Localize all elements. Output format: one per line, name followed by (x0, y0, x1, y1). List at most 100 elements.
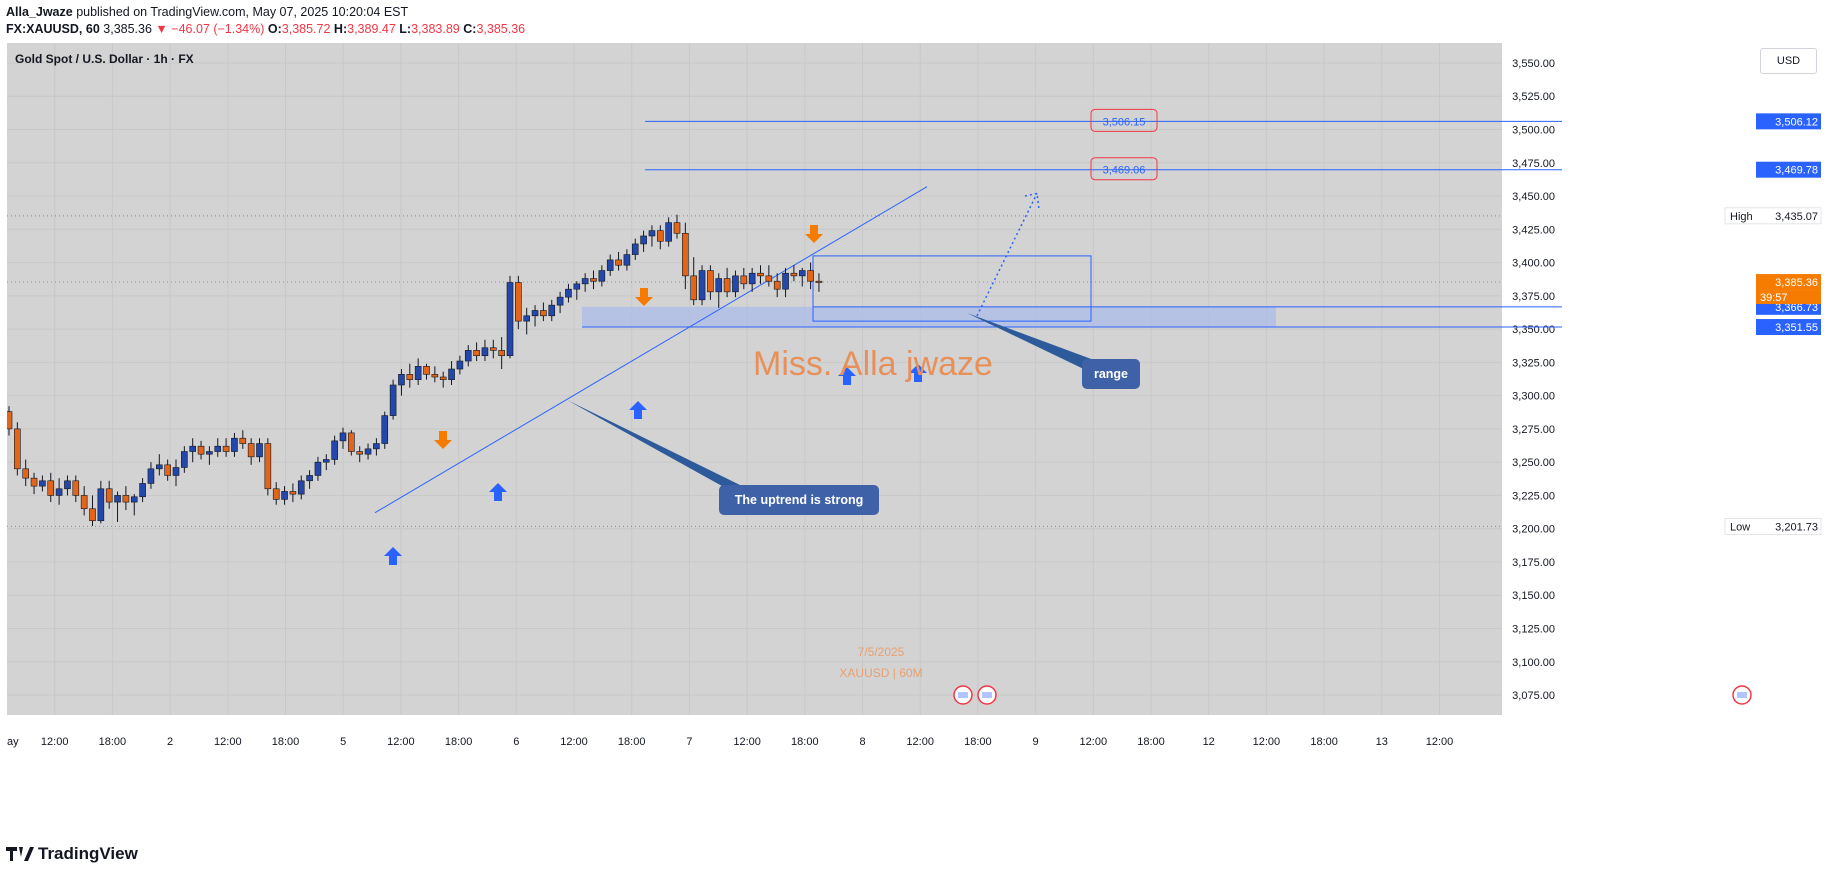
candle-body (523, 315, 531, 322)
arrow-down-icon (434, 431, 452, 449)
low-tag-box (1724, 518, 1822, 535)
candle-body (297, 480, 305, 495)
candle-body (606, 259, 614, 271)
candle-body (615, 259, 622, 266)
candle-body (256, 443, 263, 458)
author-name[interactable]: Alla_Jwaze (6, 5, 73, 19)
x-tick-label: 12:00 (1426, 736, 1454, 748)
tradingview-logo[interactable]: TradingView (6, 844, 138, 864)
candle-body (306, 475, 313, 482)
open-label: O: (267, 22, 282, 36)
candle-body (331, 440, 338, 460)
candle-body (590, 278, 597, 282)
level-label: 3,506.15 (1103, 116, 1146, 128)
y-tick-label: 3,350.00 (1512, 324, 1555, 336)
x-tick-label: 12:00 (387, 736, 415, 748)
candle-body (105, 488, 113, 503)
level-price-tag: 3,506.12 (1775, 116, 1818, 128)
high-label: H: (333, 22, 348, 36)
candle-body (498, 350, 505, 357)
y-tick-label: 3,175.00 (1512, 557, 1555, 569)
published-text: published on TradingView.com, May 07, 20… (76, 5, 409, 19)
candle-body (565, 288, 572, 298)
level-label-box (1090, 157, 1158, 181)
candle-body (348, 432, 355, 452)
y-tick-label: 3,075.00 (1512, 690, 1555, 702)
x-tick-label: ay (7, 736, 19, 748)
x-tick-label: 18:00 (1137, 736, 1165, 748)
candle-body (648, 230, 656, 237)
candle-body (122, 495, 130, 503)
x-tick-label: 2 (167, 736, 173, 748)
arrow-up-icon (909, 364, 927, 382)
candle-body (598, 270, 606, 282)
x-tick-label: 18:00 (445, 736, 473, 748)
level-price-tag-box (1756, 113, 1821, 130)
candle-body (356, 451, 364, 455)
high-tag-label: High (1730, 211, 1753, 223)
y-tick-label: 3,100.00 (1512, 657, 1555, 669)
publish-line: Alla_Jwaze published on TradingView.com,… (6, 4, 525, 21)
arrow-up-icon (384, 547, 402, 565)
candle-body (790, 272, 798, 277)
x-tick-label: 12:00 (733, 736, 761, 748)
y-tick-label: 3,325.00 (1512, 357, 1555, 369)
candle-body (707, 270, 714, 293)
x-tick-label: 12:00 (1080, 736, 1108, 748)
y-tick-label: 3,550.00 (1512, 58, 1555, 70)
candle-body (130, 496, 138, 503)
level-price-tag-box (1756, 161, 1821, 178)
arrow-up-icon (838, 367, 856, 385)
candle-body (431, 374, 439, 378)
x-tick-label: 6 (513, 736, 519, 748)
candle-body (139, 483, 146, 498)
candle-body (7, 411, 13, 430)
candle-body (715, 278, 723, 293)
candle-body (39, 480, 46, 487)
watermark-date: 7/5/2025 (858, 645, 905, 659)
candle-body (47, 480, 55, 496)
low-value: 3,383.89 (411, 22, 460, 36)
arrow-down-icon (805, 225, 823, 243)
candle-body (515, 282, 522, 322)
y-tick-label: 3,375.00 (1512, 291, 1555, 303)
candle-body (807, 270, 814, 282)
candle-body (339, 432, 347, 442)
candle-body (673, 222, 681, 234)
candle-body (64, 480, 71, 490)
price-chart[interactable]: 3,075.00 3,100.00 3,125.00 3,150.00 3,175.00… (7, 43, 1829, 838)
x-tick-label: 18:00 (272, 736, 300, 748)
currency-selector[interactable]: USD (1760, 48, 1817, 74)
candle-body (506, 282, 514, 357)
uptrend-callout-box (719, 485, 879, 515)
candle-body (289, 491, 297, 495)
candle-body (640, 235, 647, 245)
candle-body (189, 445, 196, 452)
uptrend-callout-pointer (567, 400, 742, 486)
candle-body (22, 468, 29, 479)
candle-body (439, 376, 447, 380)
x-tick-label: 18:00 (791, 736, 819, 748)
y-tick-label: 3,200.00 (1512, 524, 1555, 536)
support-zone (582, 306, 1276, 328)
chart-area[interactable]: 3,075.00 3,100.00 3,125.00 3,150.00 3,175.00… (7, 43, 1829, 838)
candle-body (72, 480, 80, 496)
high-tag-box (1724, 207, 1822, 225)
y-tick-label: 3,400.00 (1512, 258, 1555, 270)
candle-body (556, 296, 564, 306)
candle-body (540, 310, 547, 317)
arrow-up-icon (629, 401, 647, 419)
candle-body (815, 280, 823, 283)
x-tick-label: 7 (686, 736, 692, 748)
candle-body (757, 272, 764, 277)
candle-body (231, 437, 238, 452)
close-value: 3,385.36 (476, 22, 526, 36)
candle-body (156, 464, 163, 470)
close-label: C: (463, 22, 477, 36)
last-price-text: 3,385.36 (103, 22, 152, 36)
candle-body (164, 464, 171, 476)
candle-body (531, 310, 539, 317)
low-tag-price: 3,201.73 (1775, 521, 1818, 533)
candle-body (322, 459, 330, 463)
chart-header: Alla_Jwaze published on TradingView.com,… (6, 4, 525, 38)
